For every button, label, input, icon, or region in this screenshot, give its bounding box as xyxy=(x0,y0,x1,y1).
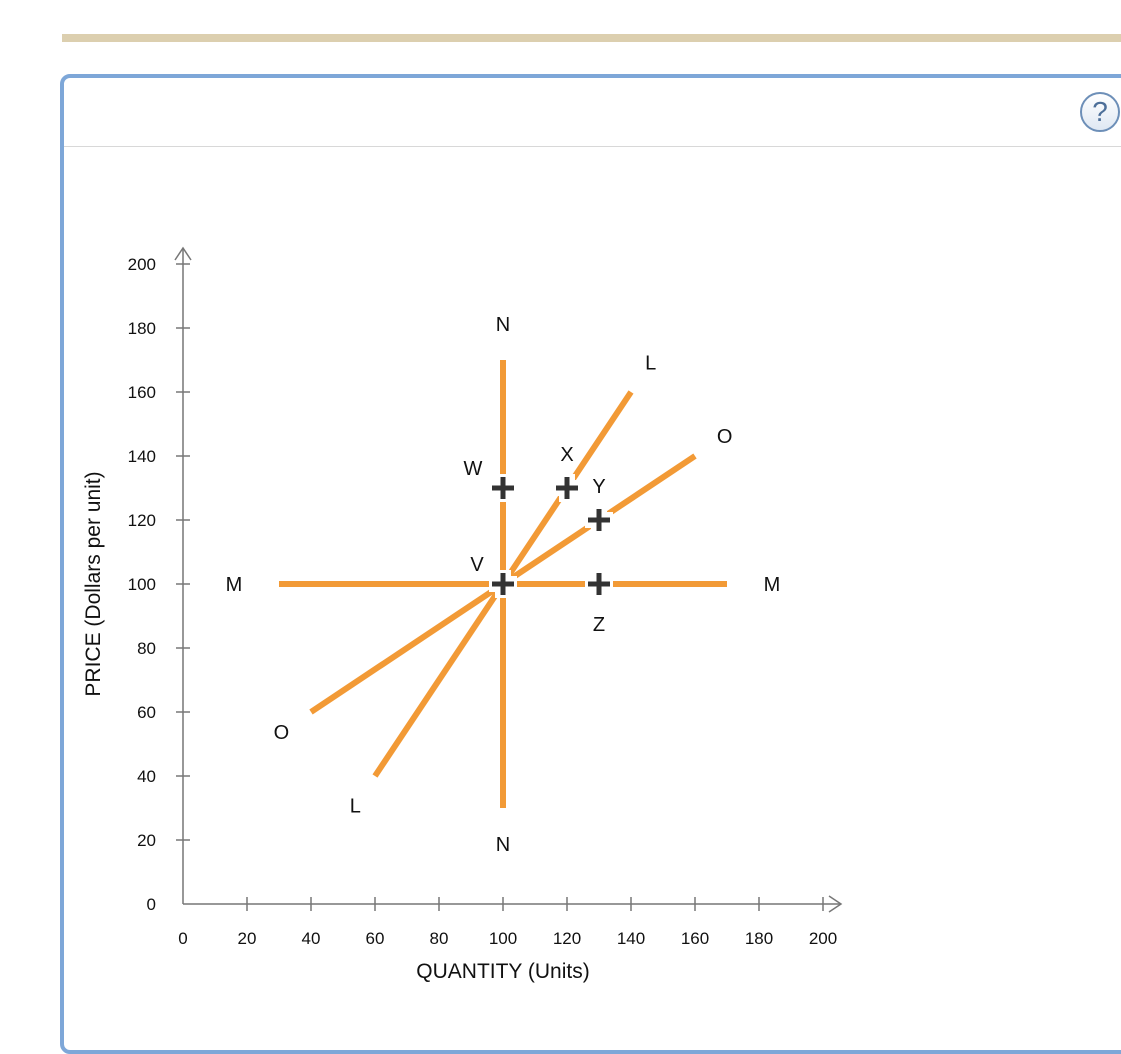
point-label-y: Y xyxy=(592,476,605,498)
help-button[interactable]: ? xyxy=(1080,92,1120,132)
curve-labels: M M N N L L O O xyxy=(226,314,781,856)
y-tick-label: 120 xyxy=(128,511,156,530)
curve-label-o: O xyxy=(717,426,733,448)
point-x: X xyxy=(553,444,581,502)
y-tick-label: 80 xyxy=(137,639,156,658)
y-tick-label: 60 xyxy=(137,703,156,722)
point-label-x: X xyxy=(560,444,573,466)
y-tick-label: 180 xyxy=(128,319,156,338)
x-tick-label: 40 xyxy=(302,929,321,948)
supply-demand-chart: 0 20 40 60 80 100 120 140 160 180 200 0 20 40 60 80 100 1… xyxy=(82,246,843,983)
curve-label-o: O xyxy=(274,722,290,744)
curve-label-m: M xyxy=(764,574,781,596)
x-tick-label: 20 xyxy=(238,929,257,948)
point-label-w: W xyxy=(464,458,483,480)
x-tick-label: 140 xyxy=(617,929,645,948)
x-tick-label: 180 xyxy=(745,929,773,948)
point-z: Z xyxy=(585,570,613,636)
y-axis-arrow xyxy=(174,246,192,261)
panel-header: ? xyxy=(64,78,1121,147)
y-tick-label: 140 xyxy=(128,447,156,466)
x-axis-arrow xyxy=(828,895,843,913)
y-tick-label: 20 xyxy=(137,831,156,850)
point-label-v: V xyxy=(470,554,484,576)
x-axis-title: QUANTITY (Units) xyxy=(416,960,589,983)
x-tick-label: 160 xyxy=(681,929,709,948)
point-v: V xyxy=(470,554,517,598)
point-markers: V W XY Z xyxy=(464,444,613,636)
x-tick-label: 60 xyxy=(366,929,385,948)
curve-label-n: N xyxy=(496,314,510,336)
y-axis-title: PRICE (Dollars per unit) xyxy=(82,471,105,696)
curve-label-m: M xyxy=(226,574,243,596)
y-tick-label: 40 xyxy=(137,767,156,786)
y-tick-label: 160 xyxy=(128,383,156,402)
y-tick-label: 200 xyxy=(128,255,156,274)
question-panel: ? xyxy=(60,74,1121,1054)
curve-label-l: L xyxy=(350,795,361,817)
axes: 0 20 40 60 80 100 120 140 160 180 200 0 20 40 60 80 100 1… xyxy=(82,246,843,983)
x-tick-label: 0 xyxy=(178,929,187,948)
curve-label-l: L xyxy=(645,353,656,375)
y-tick-label: 0 xyxy=(147,895,156,914)
top-accent-bar xyxy=(62,34,1121,42)
point-label-z: Z xyxy=(593,614,605,636)
x-tick-label: 200 xyxy=(809,929,837,948)
point-y: Y xyxy=(585,476,613,534)
x-tick-label: 120 xyxy=(553,929,581,948)
point-w: W xyxy=(464,458,517,502)
y-tick-label: 100 xyxy=(128,575,156,594)
curve-label-n: N xyxy=(496,834,510,856)
x-tick-label: 80 xyxy=(430,929,449,948)
x-tick-label: 100 xyxy=(489,929,517,948)
